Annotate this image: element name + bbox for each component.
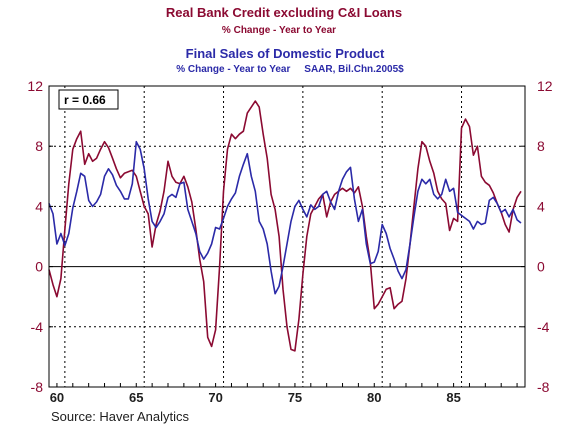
x-tick-label: 70 [208,390,222,405]
x-tick-label: 60 [50,390,64,405]
y-tick-label-right: 12 [537,78,553,94]
y-tick-label-right: 4 [537,198,545,214]
source-note: Source: Haver Analytics [51,409,190,424]
y-tick-label-right: -8 [537,379,550,395]
x-tick-label: 80 [367,390,381,405]
y-tick-label-left: 8 [35,138,43,154]
chart-title-2: Final Sales of Domestic Product [186,46,385,61]
y-tick-label-right: 0 [537,259,545,275]
chart-title-subtitle: % Change - Year to Year [222,25,336,36]
y-tick-label-left: 12 [27,78,43,94]
chart-title-2-subtitle: % Change - Year to Year SAAR, Bil.Chn.20… [176,64,404,75]
tick-layer: -8 -8 -4 -4 0 0 4 4 8 8 12 12 60 65 70 75 80 85 [27,78,552,405]
chart-title: Real Bank Credit excluding C&I Loans [166,5,402,20]
y-tick-label-right: 8 [537,138,545,154]
x-tick-label: 65 [129,390,143,405]
correlation-box [58,89,119,110]
plot-frame [48,85,526,388]
series-line-sales [48,140,522,295]
x-tick-label: 85 [446,390,460,405]
y-tick-label-left: 0 [35,259,43,275]
series-layer [48,100,522,352]
x-tick-label: 75 [288,390,302,405]
series-line-credit [48,100,522,352]
y-tick-label-left: -4 [31,319,44,335]
y-tick-label-left: 4 [35,198,43,214]
correlation-label: r = 0.66 [64,93,106,107]
grid [49,86,525,387]
y-tick-label-right: -4 [537,319,550,335]
y-tick-label-left: -8 [31,379,44,395]
